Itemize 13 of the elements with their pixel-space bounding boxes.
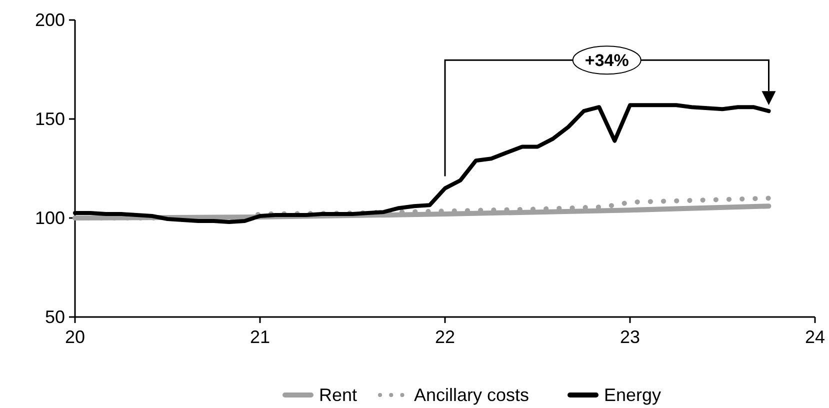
legend-label: Rent [319, 385, 358, 405]
y-tick-label: 200 [34, 10, 65, 30]
x-tick-label: 20 [64, 327, 86, 347]
x-tick-label: 23 [620, 327, 640, 347]
y-tick-label: 100 [34, 208, 65, 228]
legend-label: Energy [604, 385, 662, 405]
annotation: +34% [584, 51, 629, 70]
y-tick-label: 50 [44, 307, 65, 327]
y-tick-label: 150 [34, 109, 65, 129]
legend-label: Ancillary costs [414, 385, 530, 405]
x-tick-label: 21 [250, 327, 270, 347]
x-tick-label: 24 [804, 327, 826, 347]
x-tick-label: 22 [434, 327, 456, 347]
